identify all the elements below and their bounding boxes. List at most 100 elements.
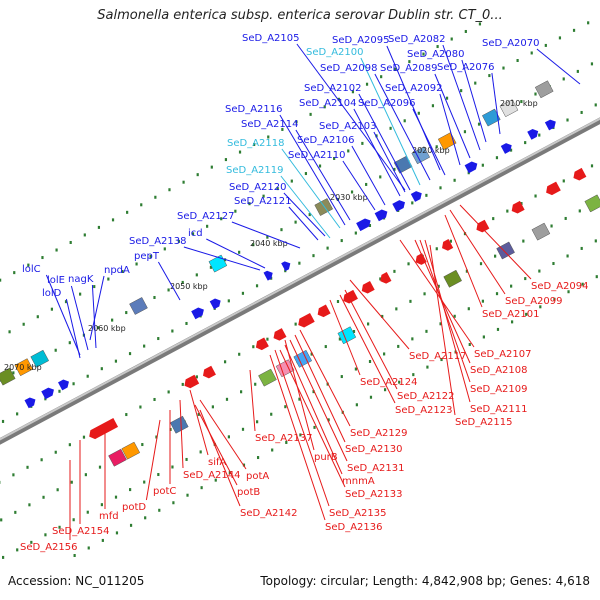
track-dot (340, 239, 343, 243)
track-dot (520, 100, 523, 104)
track-dot (425, 329, 428, 333)
track-dot (313, 425, 316, 429)
track-dot (352, 329, 356, 333)
track-dot (312, 254, 315, 258)
gene-label: sifA (208, 457, 227, 468)
track-dot (163, 247, 166, 251)
track-dot (383, 352, 386, 356)
gene-label: SeD_A2089 (380, 63, 438, 74)
track-dot (262, 194, 265, 198)
track-dot (206, 224, 209, 228)
track-dot (238, 250, 241, 254)
track-dot (139, 405, 142, 409)
gene-label: lolD (42, 288, 62, 299)
leader-line (189, 389, 209, 456)
track-dot (562, 179, 565, 183)
map-title: Salmonella enterica subsp. enterica sero… (97, 8, 503, 23)
track-dot (369, 395, 373, 399)
track-dot (576, 69, 579, 73)
gene-label: SeD_A2121 (234, 196, 292, 207)
gene-label: npdA (104, 265, 130, 276)
track-dot (253, 143, 256, 147)
track-dot (266, 337, 269, 341)
track-dot (26, 465, 29, 469)
reverse-gene-arrow (476, 219, 490, 233)
track-dot (445, 96, 449, 100)
track-dot (100, 367, 103, 371)
track-dot (580, 246, 583, 250)
track-dot (436, 45, 439, 49)
gene-label: SeD_A2138 (129, 236, 187, 247)
track-dot (553, 297, 556, 301)
forward-gene-arrow (58, 379, 69, 391)
reverse-gene-arrow (298, 312, 315, 328)
track-dot (284, 405, 287, 409)
track-dot (365, 182, 368, 186)
gene-label: SeD_A2122 (397, 391, 455, 402)
track-dot (227, 435, 230, 439)
track-dot (298, 261, 301, 265)
track-dot (83, 233, 86, 237)
track-dot (538, 269, 541, 273)
forward-gene-arrow (410, 191, 422, 202)
track-dot (425, 193, 428, 197)
track-dot (12, 473, 15, 477)
track-dot (79, 292, 82, 296)
leader-line (194, 404, 238, 486)
track-dot (210, 165, 213, 169)
feature-block (121, 441, 141, 460)
leader-line (70, 285, 89, 351)
reverse-gene-arrow (415, 253, 427, 265)
forward-gene-arrow (374, 209, 388, 222)
track-dot (422, 52, 425, 56)
track-dot (566, 254, 569, 258)
forward-gene-arrow (356, 218, 371, 232)
track-dot (479, 262, 483, 266)
track-dot (153, 397, 156, 401)
gene-label: potB (237, 487, 260, 498)
leader-line (295, 129, 351, 221)
track-dot (129, 488, 132, 492)
track-dot (58, 389, 61, 393)
track-dot (409, 299, 412, 303)
track-dot (143, 480, 146, 484)
track-dot (453, 178, 456, 182)
gene-label: SeD_A2130 (345, 444, 403, 455)
leader-line (179, 399, 184, 469)
track-dot (580, 110, 583, 114)
track-dot (594, 239, 597, 243)
gene-label: SeD_A2142 (240, 508, 298, 519)
kbp-tick-label: 2030 kbp (330, 193, 368, 202)
gene-label: SeD_A2137 (255, 433, 313, 444)
track-dot (100, 503, 103, 507)
track-dot (525, 312, 528, 316)
gene-label: SeD_A2101 (482, 309, 540, 320)
track-dot (354, 367, 357, 371)
track-dot (460, 89, 463, 93)
track-dot (44, 533, 47, 537)
track-dot (227, 299, 230, 303)
track-dot (68, 341, 71, 345)
track-dot (1, 555, 5, 559)
leader-line (349, 279, 410, 350)
track-dot (144, 516, 147, 520)
leader-line (442, 44, 481, 151)
track-dot (354, 231, 357, 235)
track-dot (169, 427, 172, 431)
gene-label: SeD_A2104 (299, 98, 357, 109)
track-dot (195, 273, 198, 277)
track-dot (439, 322, 442, 326)
track-dot (524, 277, 527, 281)
track-dot (271, 448, 274, 452)
track-dot (270, 412, 273, 416)
track-dot (294, 322, 297, 326)
gene-label: SeD_A2131 (347, 463, 405, 474)
track-dot (595, 275, 598, 279)
track-dot (492, 217, 495, 221)
track-dot (111, 218, 115, 222)
track-dot (562, 77, 565, 81)
leader-line (536, 48, 581, 85)
track-dot (395, 307, 398, 311)
track-dot (101, 538, 104, 542)
